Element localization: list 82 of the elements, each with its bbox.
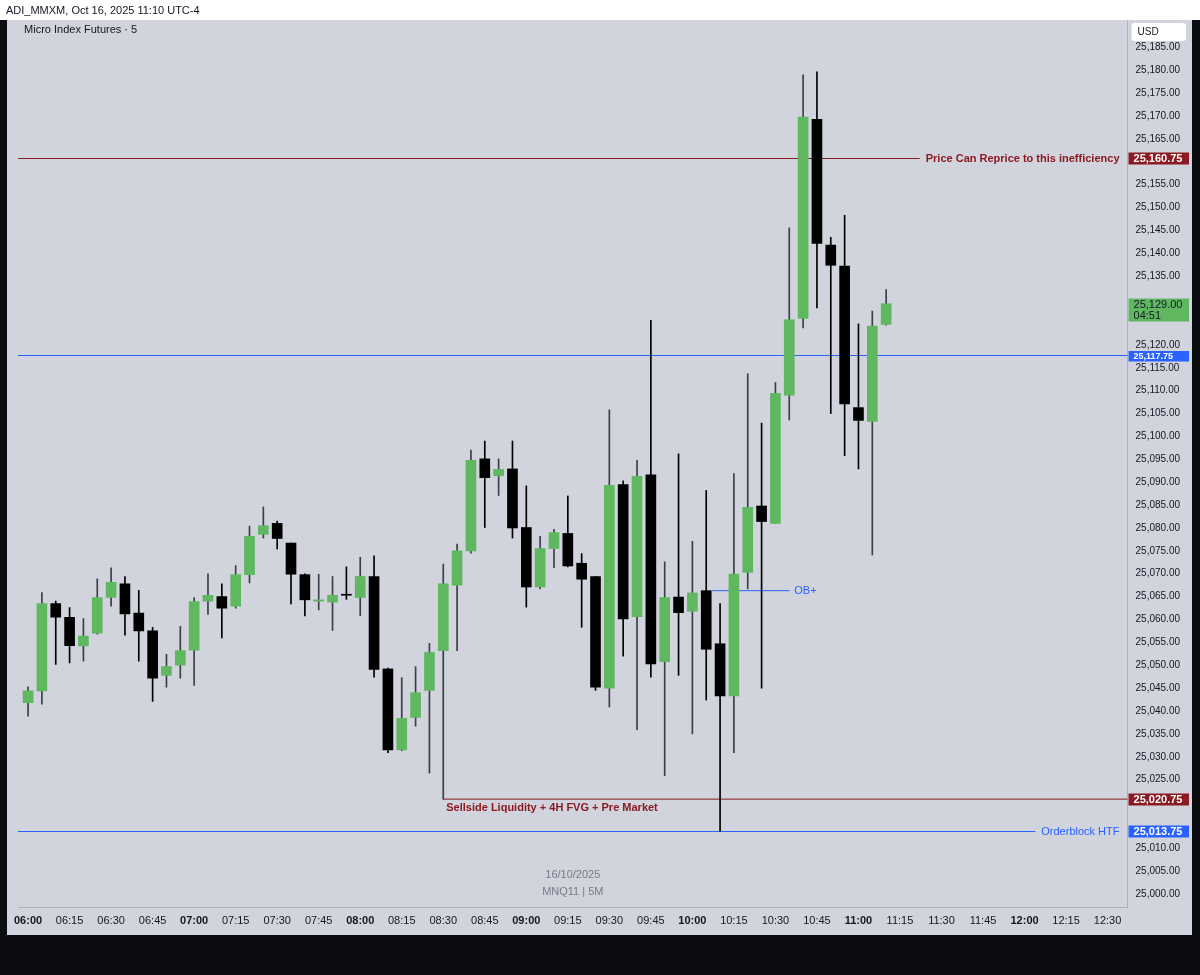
y-tick-label: 25,185.00	[1135, 41, 1181, 53]
x-tick-label: 10:15	[720, 914, 748, 927]
candlestick	[313, 573, 325, 611]
y-tick-label: 25,115.00	[1135, 361, 1180, 373]
annotation: 16/10/2025	[545, 867, 601, 880]
candlestick	[825, 237, 837, 414]
x-tick-label: 09:00	[512, 914, 541, 927]
y-tick-label: 25,129.00	[1133, 297, 1183, 310]
y-tick-label: 25,117.75	[1133, 350, 1174, 361]
x-tick-label: 10:30	[761, 914, 790, 927]
x-tick-label: 07:00	[180, 914, 209, 927]
y-tick-label: 25,013.75	[1133, 824, 1183, 837]
y-tick-label: 25,055.00	[1135, 636, 1181, 648]
series-label: Sellside Liquidity + 4H FVG + Pre Market	[446, 800, 659, 813]
y-axis-title: USD	[1137, 25, 1159, 37]
x-tick-label: 10:00	[678, 914, 707, 927]
x-tick-label: 09:30	[595, 914, 624, 927]
x-tick-label: 07:15	[221, 914, 250, 927]
x-tick-label: 08:00	[346, 914, 375, 927]
y-tick-label: 25,105.00	[1135, 407, 1181, 419]
ref-line-label: Orderblock HTF	[1041, 824, 1120, 837]
candlestick	[714, 603, 726, 832]
x-tick-label: 11:15	[886, 914, 914, 927]
x-tick-label: 11:45	[969, 914, 997, 927]
ref-line-label: Price Can Reprice to this inefficiency	[925, 151, 1121, 164]
chart-title: Micro Index Futures · 5	[24, 23, 138, 36]
y-tick-label: 25,085.00	[1135, 498, 1181, 510]
y-tick-label: 25,005.00	[1135, 864, 1181, 876]
y-tick-label: 25,050.00	[1135, 659, 1181, 671]
x-tick-label: 12:30	[1093, 914, 1122, 927]
y-tick-label: 25,170.00	[1135, 109, 1181, 121]
x-tick-label: 12:15	[1052, 914, 1080, 927]
y-tick-label: 25,070.00	[1135, 567, 1181, 579]
x-tick-label: 06:45	[138, 914, 167, 927]
y-tick-label: 25,180.00	[1135, 64, 1181, 76]
y-tick-label: 25,150.00	[1135, 201, 1181, 213]
x-tick-label: 09:15	[554, 914, 582, 927]
y-tick-label: 25,175.00	[1135, 86, 1181, 98]
y-tick-label: 25,155.00	[1135, 178, 1181, 190]
candlestick	[216, 583, 228, 639]
y-tick-label: 25,095.00	[1135, 453, 1181, 465]
x-tick-label: 08:15	[387, 914, 416, 927]
y-tick-label: 25,140.00	[1135, 247, 1181, 259]
y-tick-label: 25,090.00	[1135, 475, 1181, 487]
candlestick	[50, 600, 62, 665]
y-tick-label: 25,010.00	[1135, 842, 1181, 854]
y-tick-label: 25,000.00	[1135, 887, 1181, 899]
candlestick	[479, 440, 491, 528]
text: ADI_MMXM, Oct 16, 2025 11:10 UTC-4	[0, 0, 1200, 20]
x-tick-label: 06:15	[55, 914, 84, 927]
series-label: OB+	[794, 583, 817, 596]
y-tick-label: 25,135.00	[1135, 270, 1181, 282]
x-tick-label: 12:00	[1010, 914, 1039, 927]
x-tick-label: 10:45	[803, 914, 831, 927]
candlestick	[202, 573, 214, 615]
x-tick-label: 11:30	[928, 914, 955, 927]
x-tick-label: 06:30	[97, 914, 125, 927]
annotation: MNQ11 | 5M	[542, 884, 604, 897]
x-tick-label: 08:45	[471, 914, 499, 927]
y-tick-label: 25,165.00	[1135, 132, 1181, 144]
x-tick-label: 09:45	[637, 914, 665, 927]
y-tick-label: 25,110.00	[1135, 384, 1180, 396]
y-tick-label: 25,040.00	[1135, 704, 1181, 716]
y-tick-label: 25,120.00	[1135, 338, 1181, 350]
x-tick-label: 08:30	[429, 914, 458, 927]
y-tick-label: 25,045.00	[1135, 681, 1181, 693]
y-tick-label: 25,080.00	[1135, 521, 1181, 533]
y-tick-label: 25,065.00	[1135, 590, 1181, 602]
y-tick-label: 25,035.00	[1135, 727, 1181, 739]
y-tick-label: 25,025.00	[1135, 773, 1181, 785]
y-tick-label: 25,160.75	[1133, 151, 1183, 164]
x-tick-label: 11:00	[844, 914, 873, 927]
x-tick-label: 07:30	[263, 914, 291, 927]
x-tick-label: 07:45	[304, 914, 333, 927]
y-tick-label: 25,030.00	[1135, 750, 1181, 762]
y-tick-label: 25,075.00	[1135, 544, 1181, 556]
y-tick-label: 25,060.00	[1135, 613, 1181, 625]
y-tick-label: 25,145.00	[1135, 224, 1181, 236]
y-tick-label: 25,100.00	[1135, 430, 1181, 442]
text: 04:51	[1133, 308, 1162, 321]
x-tick-label: 06:00	[14, 914, 43, 927]
y-tick-label: 25,020.75	[1133, 792, 1183, 805]
